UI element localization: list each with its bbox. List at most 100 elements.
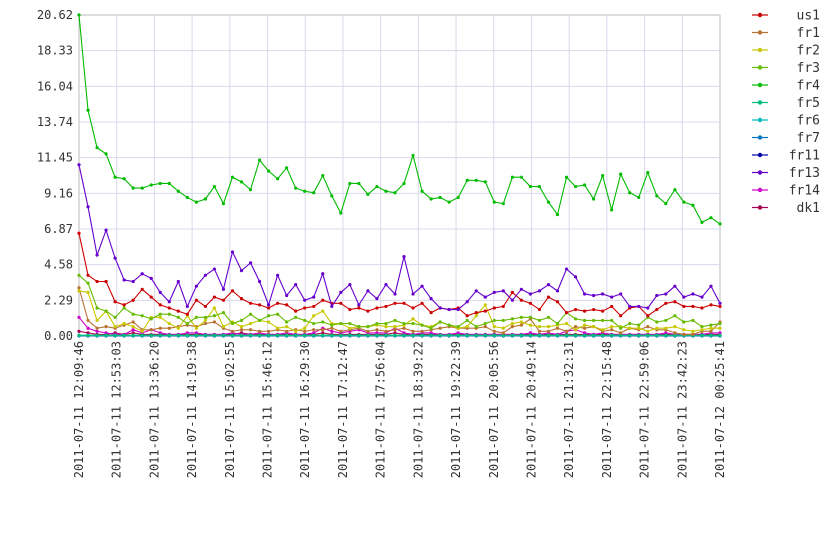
data-point-fr13 [366, 289, 370, 293]
data-point-fr5 [664, 333, 668, 337]
data-point-us1 [718, 304, 722, 309]
data-point-fr5 [628, 333, 632, 337]
data-point-us1 [610, 304, 614, 309]
data-point-fr4 [429, 197, 433, 201]
data-point-us1 [528, 301, 533, 305]
data-point-fr5 [294, 333, 298, 337]
data-point-fr2 [673, 325, 677, 329]
data-point-fr5 [266, 333, 271, 337]
data-point-fr5 [465, 333, 469, 337]
data-point-fr2 [646, 329, 650, 333]
data-point-fr2 [655, 326, 659, 330]
data-point-fr5 [610, 333, 614, 337]
data-point-fr4 [438, 195, 442, 200]
data-point-fr1 [104, 325, 108, 329]
data-point-fr3 [131, 312, 135, 316]
data-point-us1 [366, 309, 370, 313]
legend-swatch-dot [757, 187, 763, 193]
data-point-fr1 [212, 320, 217, 324]
data-point-fr1 [321, 328, 325, 332]
data-point-fr13 [592, 293, 596, 298]
data-point-fr4 [528, 184, 533, 189]
data-point-fr14 [330, 329, 334, 333]
data-point-fr2 [131, 325, 135, 329]
data-point-fr1 [77, 286, 81, 290]
data-point-us1 [221, 298, 226, 302]
x-tick-label: 2011-07-11 18:39:22 [411, 341, 425, 478]
data-point-us1 [176, 309, 180, 313]
data-point-fr3 [158, 312, 162, 316]
data-point-fr1 [149, 328, 153, 332]
data-point-fr4 [601, 174, 605, 178]
data-point-fr1 [682, 332, 686, 337]
data-point-fr5 [393, 333, 397, 337]
data-point-fr4 [393, 191, 397, 195]
data-point-fr5 [86, 333, 90, 337]
data-point-fr4 [411, 153, 415, 158]
data-point-fr1 [420, 329, 424, 333]
data-point-fr4 [122, 177, 126, 181]
legend-swatch-dot [757, 82, 763, 88]
data-point-us1 [113, 300, 117, 304]
x-tick-label: 2011-07-12 00:25:41 [713, 341, 727, 478]
data-point-fr5 [122, 333, 126, 337]
data-point-fr3 [438, 320, 442, 324]
data-point-fr5 [537, 333, 542, 337]
data-point-fr1 [375, 328, 379, 332]
y-tick-label: 2.29 [44, 293, 73, 307]
data-point-dk1 [393, 331, 397, 335]
data-point-fr13 [77, 163, 81, 167]
data-point-fr5 [140, 333, 144, 337]
data-point-fr3 [610, 318, 614, 323]
legend-label: us1 [797, 9, 820, 24]
data-point-fr5 [637, 333, 641, 337]
data-point-fr1 [483, 325, 487, 329]
data-point-fr4 [330, 194, 334, 198]
series-lines [77, 13, 722, 338]
data-point-fr1 [158, 326, 162, 330]
data-point-fr2 [691, 329, 695, 333]
data-point-fr4 [167, 181, 171, 186]
data-point-us1 [592, 307, 596, 312]
data-point-fr5 [285, 333, 289, 337]
data-point-fr5 [447, 333, 451, 337]
data-point-fr1 [537, 329, 542, 333]
data-point-fr1 [393, 328, 397, 332]
data-point-fr3 [664, 318, 668, 323]
data-point-dk1 [86, 331, 90, 335]
data-point-fr13 [194, 284, 198, 288]
data-point-fr4 [294, 186, 298, 190]
data-point-fr13 [601, 292, 605, 296]
data-point-fr2 [592, 325, 596, 329]
data-point-fr3 [384, 321, 388, 326]
data-point-fr13 [573, 275, 578, 279]
data-point-fr3 [691, 318, 695, 323]
data-point-us1 [402, 301, 406, 305]
data-point-us1 [411, 306, 415, 310]
y-tick-label: 16.04 [37, 79, 73, 93]
data-point-us1 [303, 306, 307, 310]
data-point-fr4 [303, 189, 307, 193]
data-point-fr1 [546, 329, 551, 333]
data-point-fr3 [592, 318, 596, 323]
data-point-fr3 [294, 315, 298, 319]
data-point-fr5 [203, 333, 207, 337]
data-point-fr1 [610, 328, 614, 332]
x-tick-label: 2011-07-11 17:56:04 [374, 341, 388, 478]
data-point-fr3 [303, 318, 307, 323]
data-point-fr2 [140, 329, 144, 333]
data-point-fr3 [429, 326, 433, 330]
data-point-us1 [348, 307, 352, 312]
legend-swatch-dot [757, 205, 763, 210]
data-point-fr5 [546, 333, 551, 337]
y-tick-label: 18.33 [37, 44, 73, 58]
data-point-us1 [285, 303, 289, 307]
x-tick-label: 2011-07-11 21:32:31 [562, 341, 576, 478]
data-point-fr2 [393, 325, 397, 329]
data-point-fr1 [501, 331, 505, 335]
data-point-fr13 [664, 292, 668, 296]
x-tick-label: 2011-07-11 12:53:03 [110, 341, 124, 478]
data-point-us1 [501, 304, 505, 309]
data-point-fr4 [194, 200, 198, 204]
data-point-fr2 [194, 326, 198, 330]
